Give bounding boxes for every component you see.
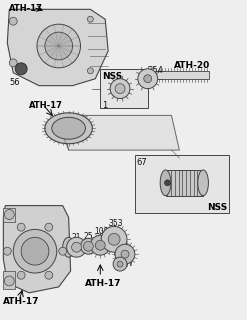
Circle shape — [15, 63, 27, 75]
Text: NSS: NSS — [102, 72, 123, 81]
Circle shape — [101, 227, 127, 252]
Ellipse shape — [63, 237, 75, 257]
Ellipse shape — [67, 237, 86, 257]
Circle shape — [165, 180, 170, 186]
Circle shape — [108, 233, 120, 245]
Circle shape — [17, 271, 25, 279]
Text: ATH-20: ATH-20 — [174, 61, 211, 70]
Circle shape — [87, 16, 93, 22]
Text: 353: 353 — [108, 220, 123, 228]
Ellipse shape — [198, 170, 208, 196]
Polygon shape — [7, 9, 108, 86]
Text: 107: 107 — [119, 259, 134, 268]
Ellipse shape — [160, 170, 171, 196]
Text: 108: 108 — [94, 228, 109, 236]
Circle shape — [4, 210, 14, 220]
Text: 354: 354 — [148, 66, 164, 75]
Bar — [3, 271, 15, 289]
Text: 64: 64 — [123, 252, 133, 261]
Circle shape — [45, 223, 53, 231]
Circle shape — [90, 235, 110, 255]
Text: NSS: NSS — [207, 203, 227, 212]
Circle shape — [9, 59, 17, 67]
Circle shape — [59, 247, 67, 255]
Text: ATH-17: ATH-17 — [85, 279, 122, 288]
Circle shape — [113, 257, 127, 271]
Bar — [100, 69, 148, 108]
Bar — [135, 155, 229, 212]
Text: ATH-17: ATH-17 — [29, 100, 63, 109]
Polygon shape — [61, 116, 179, 150]
Text: ATH-17: ATH-17 — [3, 297, 40, 306]
Circle shape — [87, 68, 93, 74]
Circle shape — [21, 237, 49, 265]
Bar — [165, 170, 203, 196]
Polygon shape — [3, 206, 71, 293]
Circle shape — [121, 250, 129, 258]
Text: 56: 56 — [9, 78, 20, 87]
Circle shape — [115, 84, 125, 93]
Text: 25: 25 — [83, 232, 93, 241]
Circle shape — [117, 261, 123, 267]
Circle shape — [4, 276, 14, 286]
Circle shape — [13, 229, 57, 273]
Circle shape — [9, 17, 17, 25]
Text: 67: 67 — [137, 158, 148, 167]
Circle shape — [17, 223, 25, 231]
Bar — [148, 71, 209, 79]
Circle shape — [110, 79, 130, 99]
Circle shape — [3, 247, 11, 255]
Circle shape — [95, 240, 105, 250]
Circle shape — [115, 244, 135, 264]
Ellipse shape — [72, 242, 82, 252]
Circle shape — [138, 69, 158, 89]
Circle shape — [37, 24, 81, 68]
Bar — [3, 208, 15, 222]
Circle shape — [144, 75, 152, 83]
Text: ATH-17: ATH-17 — [9, 4, 43, 13]
Text: 1: 1 — [102, 100, 107, 109]
Circle shape — [83, 241, 93, 251]
Circle shape — [81, 238, 96, 254]
Circle shape — [45, 271, 53, 279]
Text: 21: 21 — [72, 233, 81, 242]
Ellipse shape — [45, 113, 92, 144]
Ellipse shape — [52, 117, 85, 139]
Circle shape — [45, 32, 73, 60]
